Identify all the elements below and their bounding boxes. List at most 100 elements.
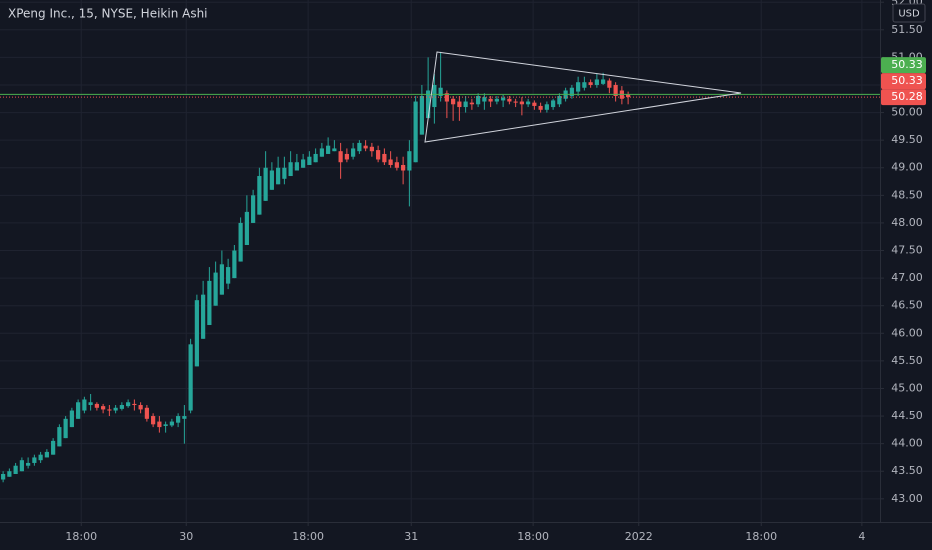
candle-body: [588, 82, 593, 85]
candle-body: [613, 84, 618, 97]
y-tick-label: 45.50: [891, 354, 923, 367]
candle-body: [63, 418, 68, 439]
candle-body: [176, 416, 181, 423]
candle-body: [426, 90, 431, 119]
candle-body: [207, 280, 212, 326]
candle-body: [476, 96, 481, 105]
triangle-drawing: [424, 51, 742, 143]
candle-body: [538, 105, 543, 110]
candle-body: [307, 156, 312, 165]
candle-body: [482, 97, 487, 102]
candle-body: [76, 402, 81, 419]
candle-body: [44, 451, 49, 458]
candle-body: [388, 159, 393, 165]
candle-body: [607, 80, 612, 88]
y-tick-label: 43.50: [891, 464, 923, 477]
price-label-box: [881, 57, 926, 74]
candle-body: [526, 101, 531, 105]
candle-body: [301, 159, 306, 168]
candle-body: [626, 94, 631, 98]
candle-body: [551, 100, 556, 108]
candle-body: [94, 403, 99, 408]
currency[interactable]: USD: [898, 9, 920, 20]
candle-body: [257, 176, 262, 215]
candle-body: [13, 465, 18, 474]
candle-body: [263, 167, 268, 201]
candle-body: [394, 162, 399, 168]
candle-body: [188, 344, 193, 411]
price-label: 50.33: [891, 74, 923, 87]
candle-body: [569, 87, 574, 97]
candle-body: [169, 421, 174, 426]
candle-body: [401, 164, 406, 171]
candle-body: [444, 93, 449, 102]
y-tick-label: 43.00: [891, 492, 923, 505]
candle-body: [69, 410, 74, 428]
y-tick-label: 48.50: [891, 188, 923, 201]
candle-body: [157, 421, 162, 428]
candle-body: [213, 272, 218, 306]
candle-body: [282, 167, 287, 179]
y-tick-label: 47.00: [891, 271, 923, 284]
candle-body: [438, 87, 443, 97]
y-tick-label: 46.50: [891, 299, 923, 312]
candle-body: [113, 407, 118, 411]
candles: [1, 51, 631, 483]
candle-body: [57, 427, 62, 447]
x-tick-label: 31: [404, 530, 418, 543]
candle-body: [544, 104, 549, 110]
candle-body: [344, 153, 349, 160]
y-tick-label: 48.00: [891, 216, 923, 229]
candle-body: [232, 250, 237, 279]
x-tick-label: 4: [858, 530, 865, 543]
candle-body: [51, 440, 56, 455]
candle-body: [101, 406, 106, 410]
candle-body: [244, 211, 249, 245]
x-tick-label: 2022: [625, 530, 653, 543]
candle-body: [26, 462, 31, 466]
candle-body: [507, 98, 512, 102]
candle-body: [363, 145, 368, 149]
candle-body: [532, 102, 537, 106]
x-tick-label: 18:00: [745, 530, 777, 543]
candle-body: [326, 145, 331, 154]
y-tick-label: 45.00: [891, 381, 923, 394]
candle-body: [38, 454, 43, 461]
candle-body: [407, 151, 412, 171]
candle-body: [382, 153, 387, 163]
candle-body: [338, 151, 343, 163]
candle-body: [601, 79, 606, 84]
candle-body: [194, 300, 199, 367]
candle-body: [501, 97, 506, 101]
chart-title: XPeng Inc., 15, NYSE, Heikin Ashi: [8, 7, 208, 21]
candle-body: [376, 150, 381, 160]
price-label: 50.28: [891, 90, 923, 103]
currency-box[interactable]: [892, 3, 926, 23]
y-tick-label: 47.50: [891, 244, 923, 257]
x-tick-label: 30: [179, 530, 193, 543]
candle-body: [357, 142, 362, 152]
x-tick-label: 18:00: [517, 530, 549, 543]
y-tick-label: 44.00: [891, 437, 923, 450]
candle-body: [557, 96, 562, 105]
price-label-box: [881, 73, 926, 90]
candle-body: [82, 399, 87, 411]
price-label: 50.33: [891, 58, 923, 71]
candle-body: [413, 101, 418, 163]
candle-body: [88, 402, 93, 406]
candle-body: [119, 405, 124, 409]
candle-body: [313, 153, 318, 163]
candle-body: [463, 101, 468, 108]
y-tick-label: 51.50: [891, 23, 923, 36]
candle-body: [144, 407, 149, 419]
candle-body: [276, 167, 281, 185]
candle-body: [163, 424, 168, 426]
candle-body: [582, 82, 587, 88]
candle-body: [332, 148, 337, 152]
candle-body: [32, 457, 37, 463]
candle-body: [369, 146, 374, 152]
candle-body: [201, 294, 206, 339]
candle-body: [494, 98, 499, 102]
